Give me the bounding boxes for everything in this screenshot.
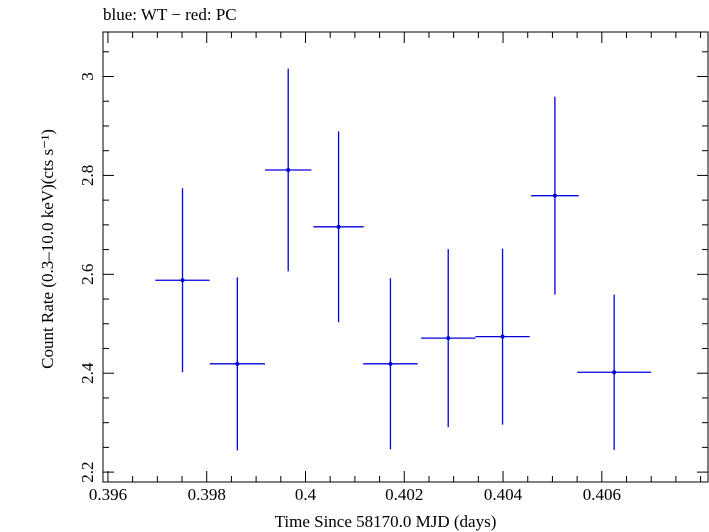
y-tick-label: 2.8	[78, 165, 97, 186]
x-axis-label: Time Since 58170.0 MJD (days)	[275, 512, 497, 531]
x-tick-label: 0.398	[188, 485, 226, 504]
y-tick-label: 2.6	[78, 264, 97, 285]
data-point	[612, 370, 617, 375]
x-tick-label: 0.404	[484, 485, 523, 504]
x-tick-label: 0.396	[89, 485, 127, 504]
y-tick-label: 2.2	[78, 461, 97, 482]
data-point	[446, 336, 451, 341]
plot-frame	[102, 31, 709, 483]
data-point	[235, 361, 240, 366]
data-point	[388, 361, 393, 366]
data-point	[336, 224, 341, 229]
y-tick-label: 3	[78, 72, 97, 81]
data-point	[552, 193, 557, 198]
data-point	[286, 167, 291, 172]
y-axis-label: Count Rate (0.3–10.0 keV)(cts s⁻¹)	[38, 129, 57, 369]
y-tick-label: 2.4	[78, 362, 97, 384]
x-tick-label: 0.402	[385, 485, 423, 504]
x-tick-label: 0.4	[295, 485, 317, 504]
data-point	[180, 278, 185, 283]
chart-title: blue: WT − red: PC	[103, 5, 237, 24]
x-tick-label: 0.406	[583, 485, 621, 504]
data-point	[500, 334, 505, 339]
